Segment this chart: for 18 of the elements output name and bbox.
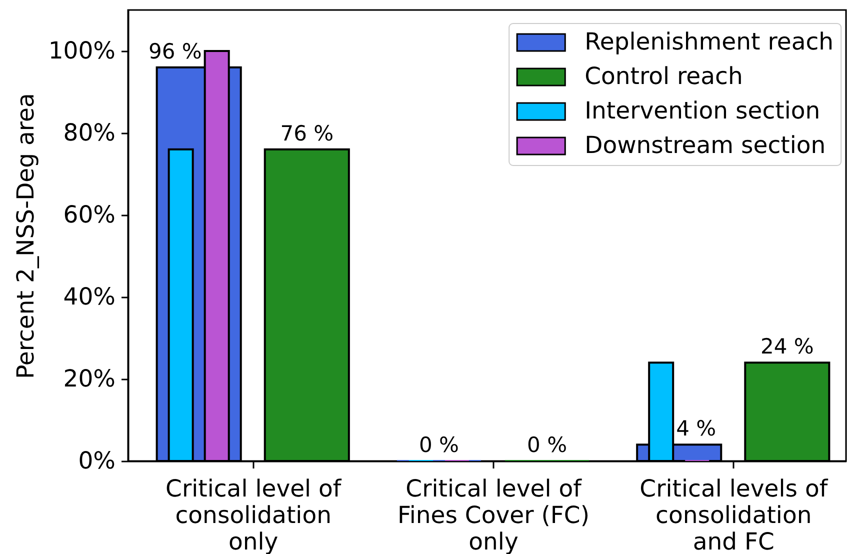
data-label: 24 % — [760, 334, 814, 359]
legend-label: Control reach — [584, 62, 743, 90]
legend-label: Downstream section — [584, 131, 826, 159]
data-label: 76 % — [280, 121, 334, 146]
y-tick-label: 80% — [63, 118, 116, 146]
x-tick-label: Critical levels of consolidation and FC — [640, 474, 828, 554]
y-tick-label: 20% — [63, 364, 116, 392]
y-tick-label: 60% — [63, 200, 116, 228]
data-label: 0 % — [418, 433, 459, 457]
y-axis-title: Percent 2_NSS-Deg area — [11, 93, 40, 379]
y-tick-label: 100% — [48, 36, 116, 64]
data-label: 96 % — [148, 39, 202, 64]
data-label: 0 % — [527, 433, 568, 457]
legend-label: Intervention section — [584, 96, 820, 124]
y-tick-label: 0% — [78, 446, 116, 474]
legend-label: Replenishment reach — [584, 28, 834, 56]
data-label: 4 % — [676, 416, 716, 441]
y-tick-label: 40% — [63, 282, 116, 310]
